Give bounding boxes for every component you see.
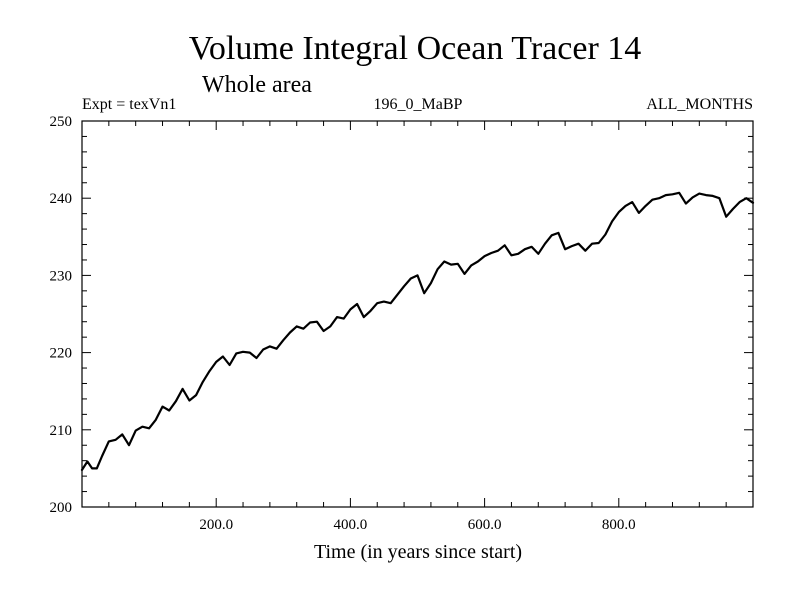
y-tick-label: 210: [50, 423, 73, 439]
chart-subtitle: Whole area: [202, 72, 312, 98]
x-tick-label: 200.0: [199, 517, 233, 533]
y-tick-label: 200: [50, 500, 73, 516]
months-label: ALL_MONTHS: [646, 96, 753, 113]
y-tick-label: 220: [50, 346, 73, 362]
data-series-line: [80, 191, 755, 471]
x-tick-label: 600.0: [468, 517, 502, 533]
axis-ticks: [82, 121, 753, 507]
experiment-label: Expt = texVn1: [82, 96, 176, 113]
tick-labels: 200.0 400.0 600.0 800.0 200 210 220 230 240 250: [50, 114, 636, 533]
x-axis-label: Time (in years since start): [314, 541, 522, 563]
x-tick-label: 400.0: [334, 517, 368, 533]
plot-frame: [81, 120, 754, 508]
y-tick-label: 240: [50, 191, 73, 207]
y-tick-label: 230: [50, 268, 73, 284]
x-tick-label: 800.0: [602, 517, 636, 533]
period-label: 196_0_MaBP: [374, 96, 463, 113]
chart-title: Volume Integral Ocean Tracer 14: [189, 30, 642, 67]
y-tick-label: 250: [50, 114, 73, 130]
